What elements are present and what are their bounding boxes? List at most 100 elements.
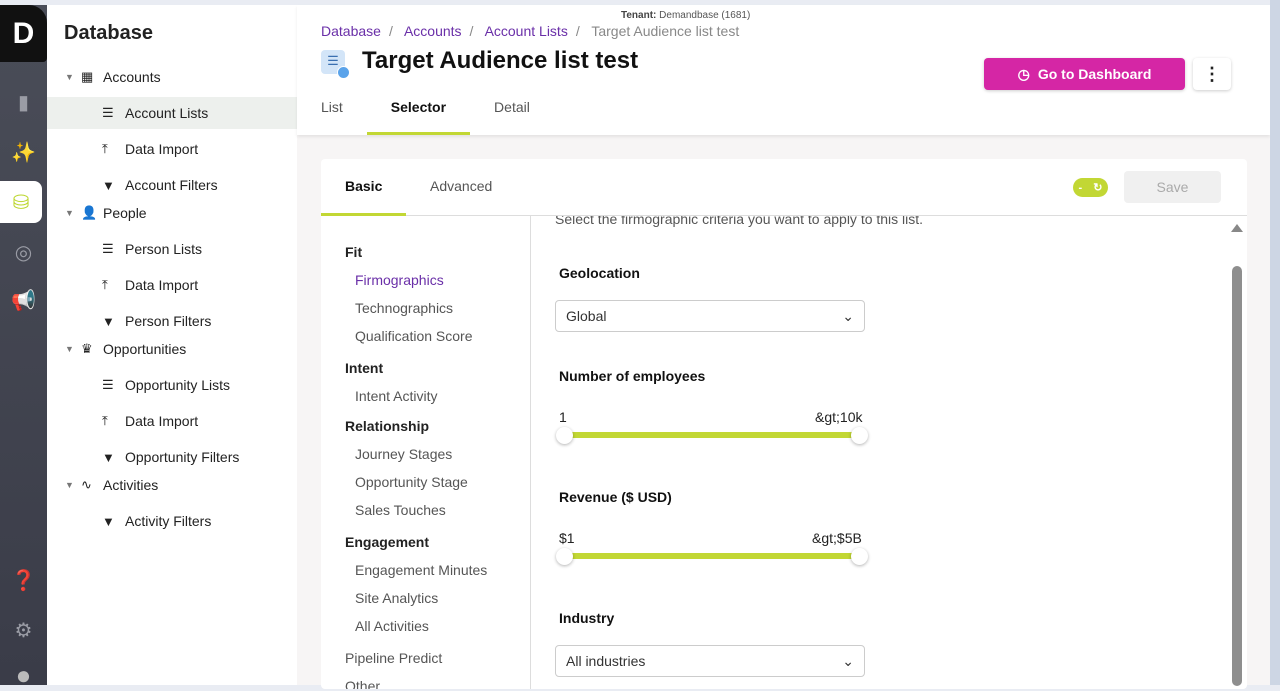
filter-icon: ▼ (102, 513, 115, 529)
sidebar-item[interactable]: ▼ Person Filters (102, 313, 212, 329)
scroll-up-icon[interactable] (1231, 224, 1243, 232)
more-options-button[interactable]: ⋮ (1193, 58, 1231, 90)
sidebar-item[interactable]: ⤒ Data Import (102, 141, 199, 157)
go-to-dashboard-button[interactable]: ◷ Go to Dashboard (984, 58, 1185, 90)
help-icon[interactable]: ❓ (11, 570, 36, 592)
main: Tenant: Demandbase (1681) Database / Acco… (297, 5, 1270, 689)
list-icon: ☰ (102, 377, 114, 392)
analytics-icon[interactable]: ▮ (17, 92, 29, 114)
settings-icon[interactable]: ⚙ (14, 620, 33, 642)
employees-min: 1 (559, 409, 567, 425)
selector-card: Basic Advanced - ↻ Save Fit Firmographics T… (321, 159, 1247, 689)
criteria-nav-item[interactable]: Opportunity Stage (355, 474, 468, 490)
geolocation-select[interactable]: Global ⌄ (555, 300, 865, 332)
criteria-nav-item[interactable]: Intent Activity (355, 388, 438, 404)
filter-icon: ▼ (102, 177, 115, 193)
page-title: Target Audience list test (362, 47, 639, 74)
criteria-nav-item[interactable]: Qualification Score (355, 328, 473, 344)
sidebar-group-activities[interactable]: ▼ ∿ Activities (65, 477, 159, 493)
sidebar-item[interactable]: ☰ Opportunity Lists (102, 377, 231, 393)
list-icon: ☰ (102, 241, 114, 256)
sidebar-item[interactable]: ▼ Account Filters (102, 177, 218, 193)
criteria-nav-item: Engagement (345, 534, 430, 550)
criteria-nav-item: Intent (345, 360, 384, 376)
app-rail (0, 5, 47, 685)
gauge-icon: ◷ (1017, 65, 1030, 82)
sidebar-item[interactable]: ⤒ Data Import (102, 413, 199, 429)
list-icon: ☰ (102, 105, 114, 120)
database-icon[interactable]: ⛁ (0, 181, 42, 223)
criteria-nav-item[interactable]: Other (345, 678, 381, 689)
save-button[interactable]: Save (1124, 171, 1221, 203)
sidebar-item[interactable]: ▼ Activity Filters (102, 513, 212, 529)
criteria-nav-item[interactable]: Engagement Minutes (355, 562, 488, 578)
breadcrumb: Database / Accounts / Account Lists / Targe… (321, 23, 740, 39)
caret-down-icon: ▼ (65, 72, 74, 82)
magic-wand-icon[interactable]: ✨ (11, 142, 36, 164)
sidebar-group-opportunities[interactable]: ▼ ♛ Opportunities (65, 341, 187, 357)
sidebar: Database ▼ ▦ Accounts ☰ Account Lists ⤒ Data I… (47, 5, 297, 685)
caret-down-icon: ▼ (65, 208, 74, 218)
tab-selector[interactable]: Selector (366, 90, 471, 135)
breadcrumb-current: Target Audience list test (591, 23, 740, 39)
crown-icon: ♛ (81, 341, 93, 356)
upload-icon: ⤒ (102, 413, 108, 428)
employees-slider-track[interactable] (565, 432, 860, 438)
sidebar-item[interactable]: ☰ Account Lists (47, 97, 297, 129)
revenue-max-handle[interactable] (851, 548, 868, 565)
building-icon: ▦ (81, 69, 94, 84)
tab-basic[interactable]: Basic (321, 159, 407, 216)
criteria-nav-item[interactable]: Site Analytics (355, 590, 439, 606)
caret-down-icon: ▼ (65, 480, 74, 490)
caret-down-icon: ▼ (65, 344, 74, 354)
criteria-nav-item: Fit (345, 244, 363, 260)
scrollbar-thumb[interactable] (1232, 266, 1242, 686)
filter-icon: ▼ (102, 449, 115, 465)
toggle-switch[interactable]: - ↻ (1073, 178, 1108, 197)
criteria-nav: Fit Firmographics Technographics Qualificat… (321, 216, 531, 689)
sidebar-item[interactable]: ▼ Opportunity Filters (102, 449, 240, 465)
sidebar-item[interactable]: ☰ Person Lists (102, 241, 203, 257)
chevron-down-icon: ⌄ (842, 652, 854, 669)
criteria-content: Select the firmographic criteria you wan… (531, 216, 1247, 689)
revenue-min-handle[interactable] (556, 548, 573, 565)
avatar[interactable]: ● (15, 660, 32, 690)
window-edge (1270, 0, 1280, 685)
description: Select the firmographic criteria you wan… (555, 216, 924, 227)
chevron-down-icon: ⌄ (842, 307, 854, 324)
geolocation-label: Geolocation (559, 265, 640, 281)
revenue-min: $1 (559, 530, 575, 546)
employees-label: Number of employees (559, 368, 706, 384)
breadcrumb-database[interactable]: Database (321, 23, 381, 39)
industry-select[interactable]: All industries ⌄ (555, 645, 865, 677)
tab-list[interactable]: List (321, 99, 343, 115)
upload-icon: ⤒ (102, 277, 108, 292)
upload-icon: ⤒ (102, 141, 108, 156)
sidebar-group-accounts[interactable]: ▼ ▦ Accounts (65, 69, 161, 85)
target-icon[interactable]: ◎ (14, 242, 33, 264)
revenue-slider-track[interactable] (565, 553, 860, 559)
industry-label: Industry (559, 610, 615, 626)
criteria-nav-item[interactable]: Journey Stages (355, 446, 453, 462)
criteria-nav-item[interactable]: All Activities (355, 618, 429, 634)
sidebar-title: Database (64, 22, 153, 44)
employees-min-handle[interactable] (556, 427, 573, 444)
filter-icon: ▼ (102, 313, 115, 329)
criteria-nav-item[interactable]: Firmographics (355, 272, 444, 288)
tab-advanced[interactable]: Advanced (430, 178, 493, 194)
logo[interactable]: D (0, 5, 47, 62)
criteria-nav-item[interactable]: Technographics (355, 300, 454, 316)
revenue-max: &gt;$5B (812, 530, 862, 546)
megaphone-icon[interactable]: 📢 (11, 290, 36, 312)
breadcrumb-account-lists[interactable]: Account Lists (484, 23, 568, 39)
employees-max-handle[interactable] (851, 427, 868, 444)
refresh-icon: ↻ (1093, 182, 1103, 194)
scrollbar[interactable] (1227, 216, 1247, 689)
sidebar-group-people[interactable]: ▼ 👤 People (65, 205, 147, 221)
tab-detail[interactable]: Detail (494, 99, 530, 115)
sidebar-item[interactable]: ⤒ Data Import (102, 277, 199, 293)
breadcrumb-accounts[interactable]: Accounts (403, 23, 462, 39)
criteria-nav-item[interactable]: Sales Touches (355, 502, 446, 518)
page-header: Tenant: Demandbase (1681) Database / Acco… (297, 5, 1270, 135)
criteria-nav-item[interactable]: Pipeline Predict (345, 650, 443, 666)
